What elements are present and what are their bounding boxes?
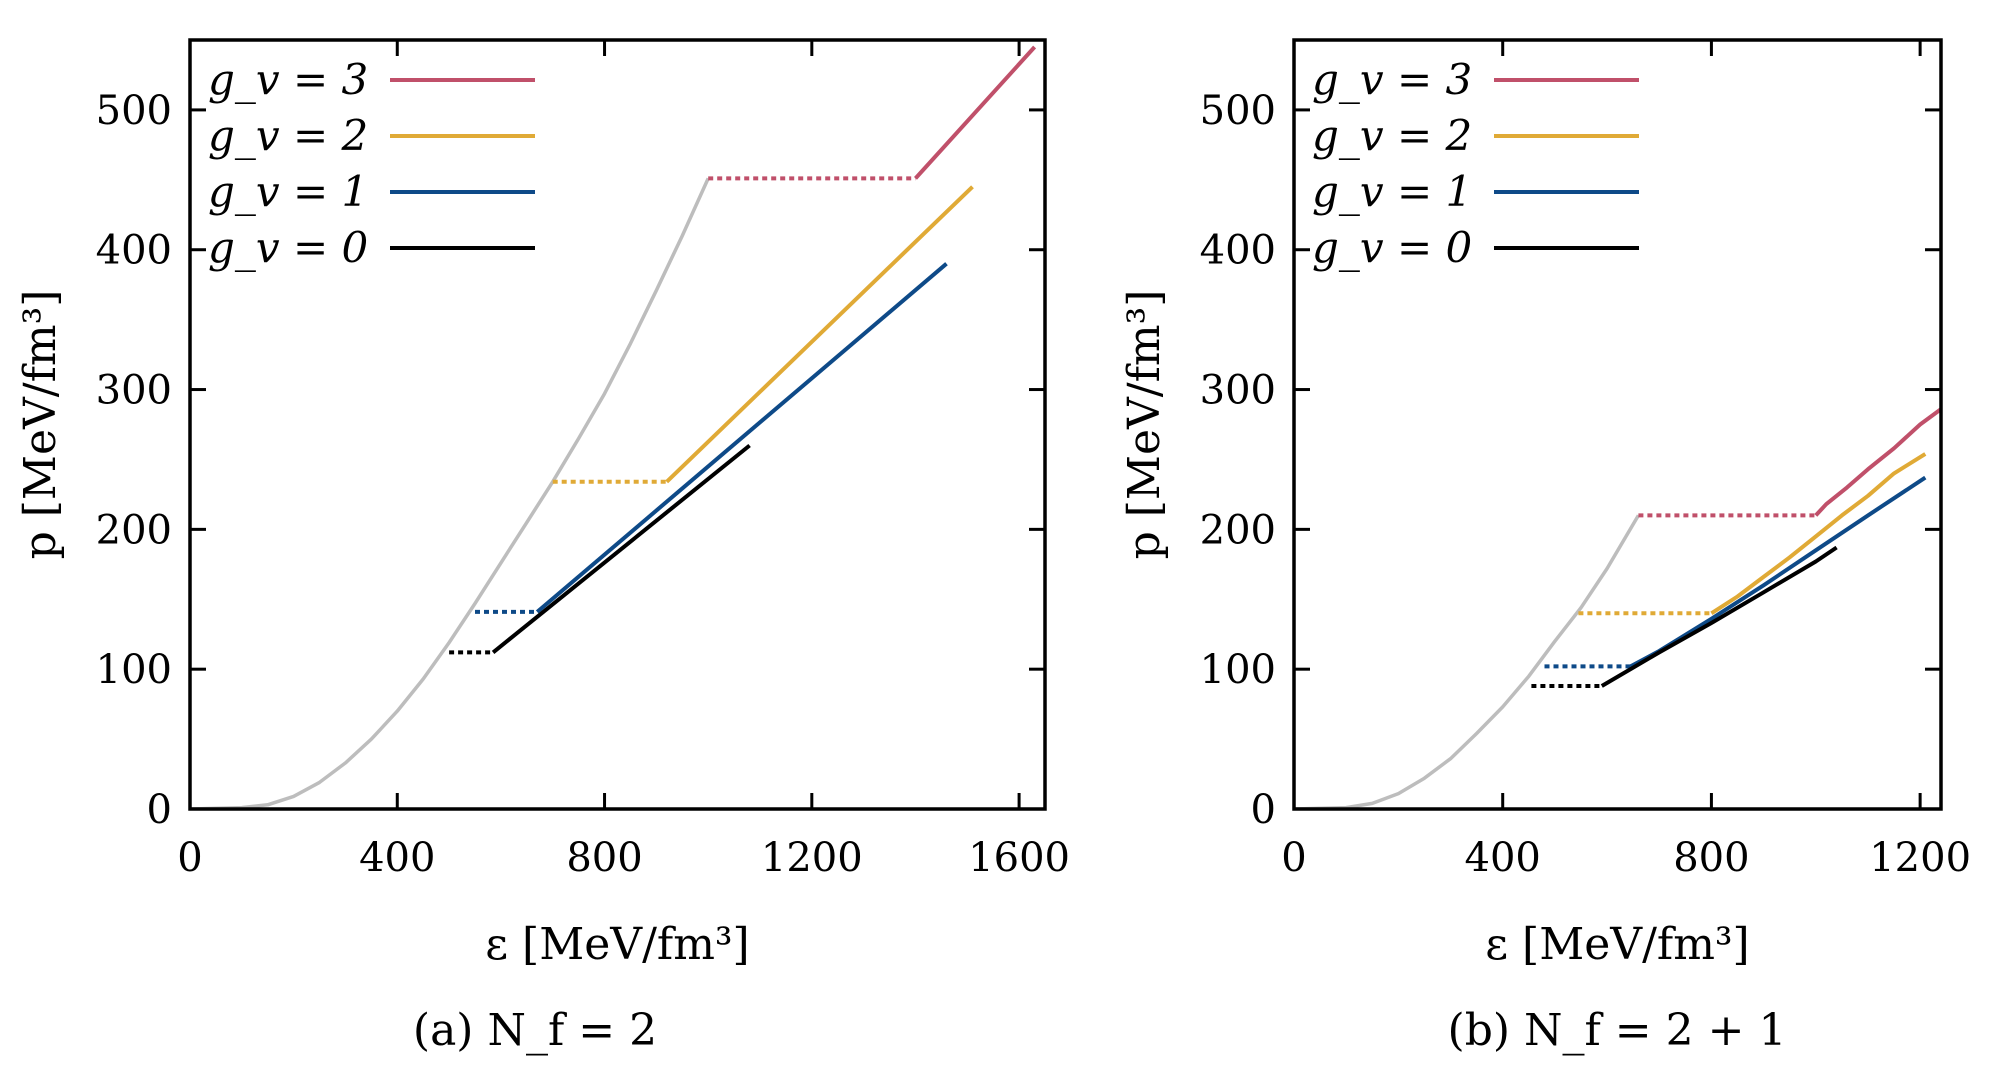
legend-label: g_v = 0 [1312,223,1472,272]
x-tick-label: 0 [1281,835,1306,881]
legend: g_v = 3 g_v = 2 g_v = 1 g_v = 0 [208,55,535,272]
y-tick-label: 300 [1200,368,1276,414]
y-tick-label: 200 [96,507,172,553]
series-group [190,45,1037,809]
y-tick-label: 300 [96,368,172,414]
x-tick-label: 400 [359,835,435,881]
y-tick-label: 100 [1200,647,1276,693]
panel-caption: (a) N_f = 2 [413,1005,657,1056]
x-tick-label: 400 [1465,835,1541,881]
series-line-gv0_quark [491,443,751,654]
series-line-hadronic [1294,514,1640,809]
panel-caption: (b) N_f = 2 + 1 [1448,1005,1787,1056]
series-line-gv3_quark [914,45,1037,180]
y-tick-label: 100 [96,647,172,693]
y-tick-label: 200 [1200,507,1276,553]
series-line-gv0_quark [1600,545,1838,688]
x-axis-label: ε [MeV/fm³] [485,919,749,970]
ticks-group: 0 400 800 1200 0 100 200 300 400 500 [1200,40,1971,881]
plot-frame [1292,38,1943,811]
x-tick-label: 1200 [761,835,863,881]
legend-label: g_v = 1 [1312,167,1472,216]
x-tick-label: 800 [1673,835,1749,881]
series-group [1294,407,1941,809]
legend-label: g_v = 3 [1312,55,1472,104]
series-line-gv3_quark [1814,407,1941,517]
y-tick-label: 400 [96,228,172,274]
legend-label: g_v = 2 [1312,111,1472,160]
ticks-group: 0 400 800 1200 1600 0 100 200 300 400 500 [96,40,1070,881]
series-line-gv1_quark [535,262,948,614]
y-axis-label: p [MeV/fm³] [15,290,66,560]
y-axis-label: p [MeV/fm³] [1119,290,1170,560]
x-tick-label: 1600 [968,835,1070,881]
legend-label: g_v = 0 [208,223,368,272]
x-tick-label: 0 [177,835,202,881]
series-line-gv2_quark [665,185,974,484]
series-line-gv2_quark [1710,452,1927,615]
series-line-hadronic [190,177,710,809]
plot-frame [188,38,1047,811]
legend-label: g_v = 1 [208,167,368,216]
y-tick-label: 0 [1251,787,1276,833]
series-line-gv1_quark [1629,475,1927,669]
y-tick-label: 500 [96,88,172,134]
legend-label: g_v = 3 [208,55,368,104]
x-tick-label: 1200 [1869,835,1971,881]
x-axis-label: ε [MeV/fm³] [1485,919,1749,970]
y-tick-label: 0 [147,787,172,833]
x-tick-label: 800 [566,835,642,881]
y-tick-label: 500 [1200,88,1276,134]
legend-label: g_v = 2 [208,111,368,160]
legend: g_v = 3 g_v = 2 g_v = 1 g_v = 0 [1312,55,1639,272]
y-tick-label: 400 [1200,228,1276,274]
